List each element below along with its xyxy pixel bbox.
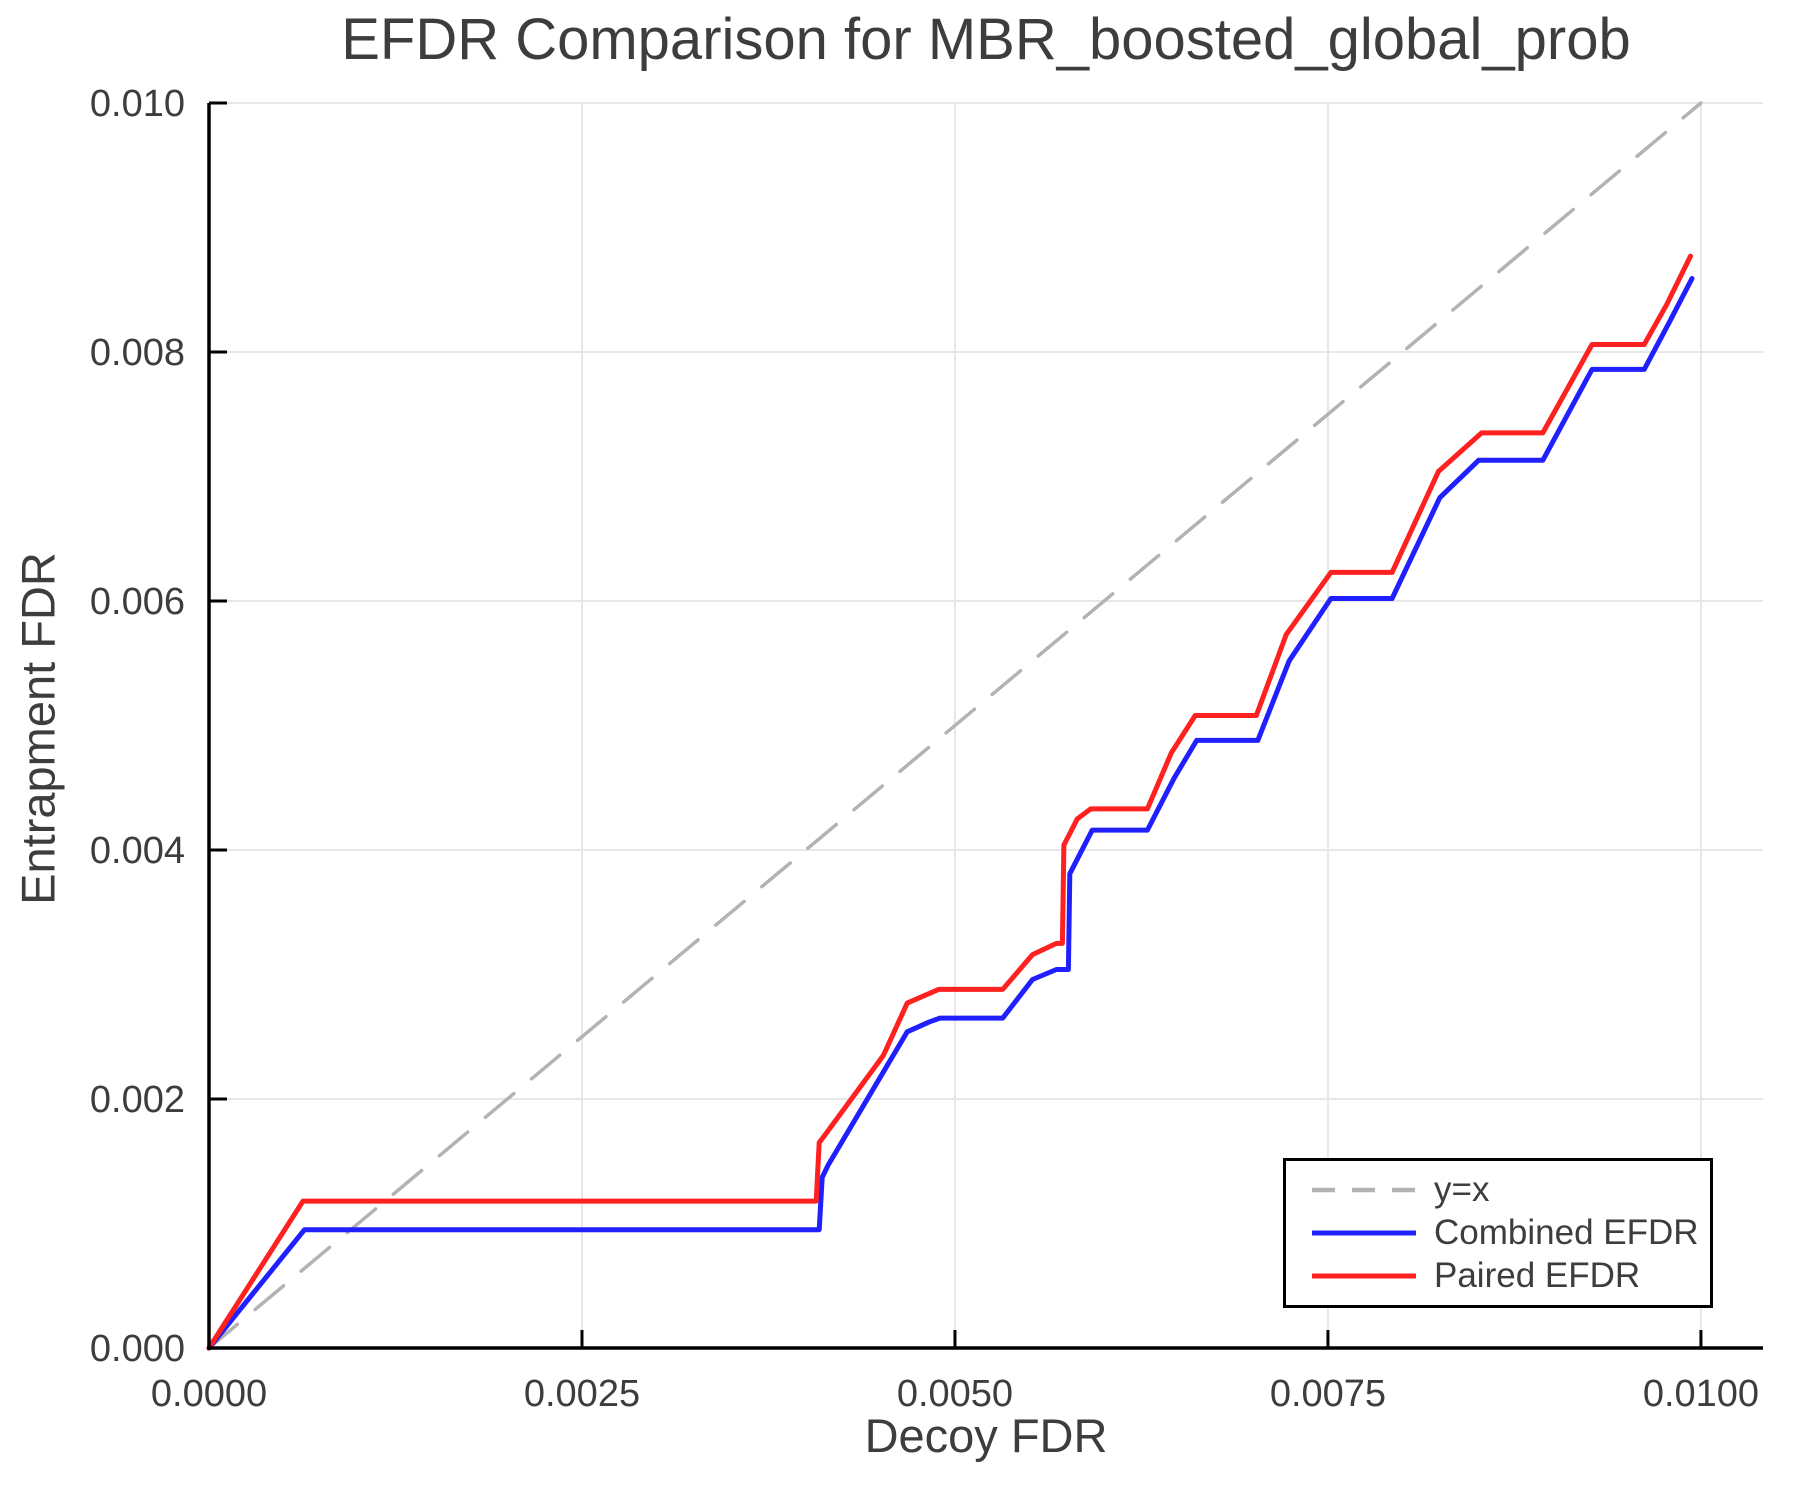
chart-title: EFDR Comparison for MBR_boosted_global_p… (341, 7, 1631, 72)
series-line-2 (206, 253, 1693, 1351)
legend-item-paired-efdr: Paired EFDR (1310, 1256, 1710, 1296)
y-tick-label: 0.006 (90, 581, 185, 623)
dashed-line-swatch-icon (1312, 1187, 1416, 1193)
legend-label-combined-efdr: Combined EFDR (1434, 1213, 1699, 1252)
x-tick-label: 0.0000 (151, 1373, 267, 1415)
x-tick-label: 0.0075 (1270, 1373, 1386, 1415)
y-tick-label: 0.000 (90, 1328, 185, 1370)
red-line-swatch-icon (1312, 1273, 1416, 1279)
series-line-1 (206, 276, 1695, 1351)
legend-label-yx: y=x (1434, 1170, 1490, 1209)
legend: y=x Combined EFDR Paired EFDR (1283, 1158, 1713, 1308)
x-tick-label: 0.0100 (1643, 1373, 1759, 1415)
legend-item-yx: y=x (1310, 1170, 1710, 1210)
y-tick-label: 0.010 (90, 83, 185, 125)
legend-label-paired-efdr: Paired EFDR (1434, 1256, 1641, 1295)
series-line-0 (207, 101, 1703, 1350)
legend-item-combined-efdr: Combined EFDR (1310, 1213, 1710, 1253)
blue-line-swatch-icon (1312, 1230, 1416, 1236)
y-tick-label: 0.008 (90, 332, 185, 374)
x-axis-label: Decoy FDR (864, 1409, 1108, 1462)
y-tick-label: 0.002 (90, 1079, 185, 1121)
x-tick-label: 0.0025 (524, 1373, 640, 1415)
x-tick-label: 0.0050 (897, 1373, 1013, 1415)
y-tick-label: 0.004 (90, 830, 185, 872)
